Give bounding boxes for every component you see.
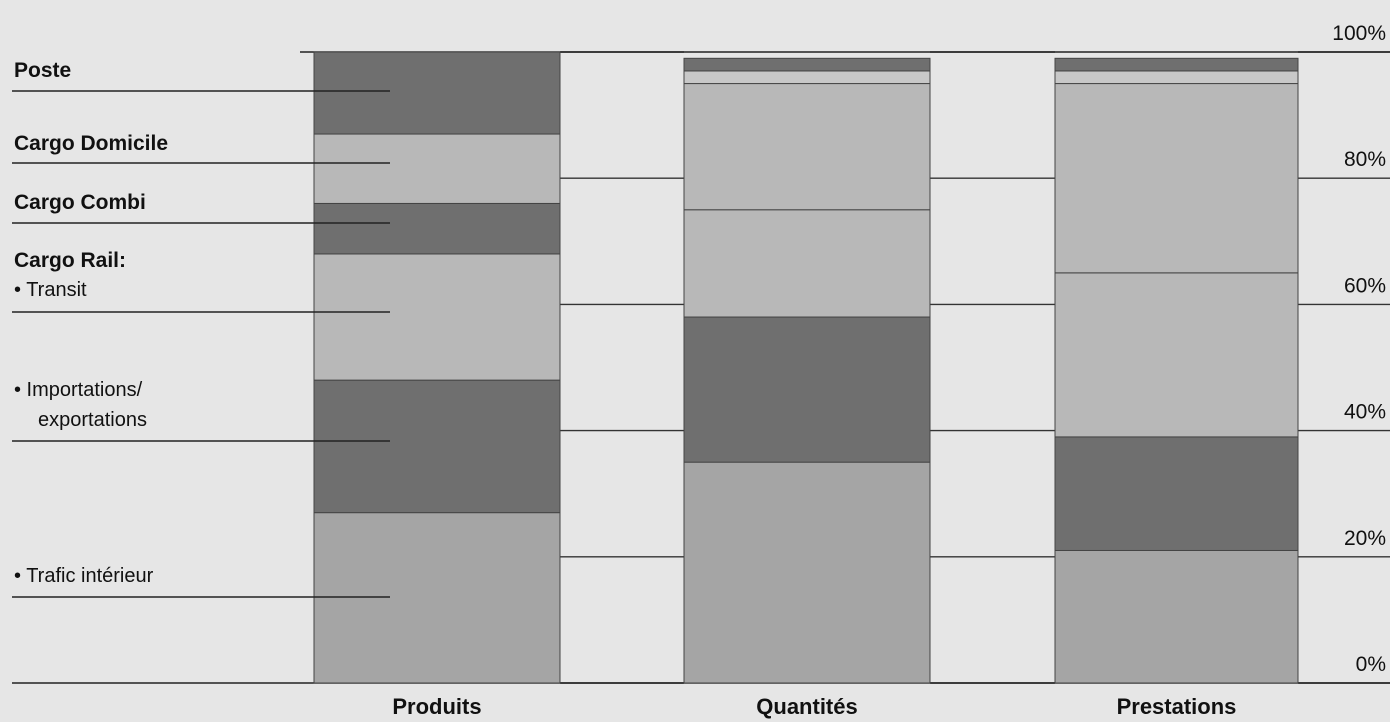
y-tick-label: 80% [1344,148,1386,171]
bars [313,51,1299,684]
y-tick-label: 40% [1344,401,1386,424]
bar-segment-1-1 [683,316,931,463]
bar-segment-2-4 [1054,83,1299,274]
bar-segment-1-0 [683,461,931,684]
legend-label-2-1: • Transit [14,279,87,301]
bar-segment-1-5 [683,70,931,85]
bar-segment-0-1 [313,379,561,514]
y-tick-label: 0% [1356,653,1386,676]
y-tick-label: 20% [1344,527,1386,550]
y-tick-labels: 0% 20% 40% 60% 80% 100% [1332,22,1386,676]
bar-segment-0-4 [313,133,561,204]
bar-segment-2-0 [1054,549,1299,684]
bar-segment-2-2 [1054,272,1299,438]
legend: Poste Cargo Domicile Cargo Combi Cargo Rail… [12,59,390,598]
category-label: Quantités [756,694,857,719]
bar-segment-0-5 [313,51,561,135]
legend-label-2-0: Cargo Rail: [14,249,126,272]
category-labels: Produits Quantités Prestations [392,694,1236,719]
legend-label-4-0: Cargo Domicile [14,132,168,155]
bar-segment-1-6 [683,57,931,72]
bar-segment-0-3 [313,202,561,255]
bar-segment-2-6 [1054,57,1299,72]
legend-label-1-0: • Importations/ [14,379,143,401]
legend-label-3-0: Cargo Combi [14,191,146,214]
legend-label-5-0: Poste [14,59,71,82]
bar-segment-0-2 [313,253,561,381]
legend-label-1-1: exportations [38,409,147,431]
y-tick-label: 60% [1344,274,1386,297]
bar-segment-2-5 [1054,70,1299,85]
bar-segment-1-2 [683,209,931,318]
bar-segment-2-1 [1054,436,1299,551]
bar-segment-1-4 [683,83,931,211]
category-label: Produits [392,694,481,719]
category-label: Prestations [1117,694,1237,719]
legend-label-0-0: • Trafic intérieur [14,565,154,587]
bar-segment-0-0 [313,512,561,684]
y-tick-label: 100% [1332,22,1386,45]
